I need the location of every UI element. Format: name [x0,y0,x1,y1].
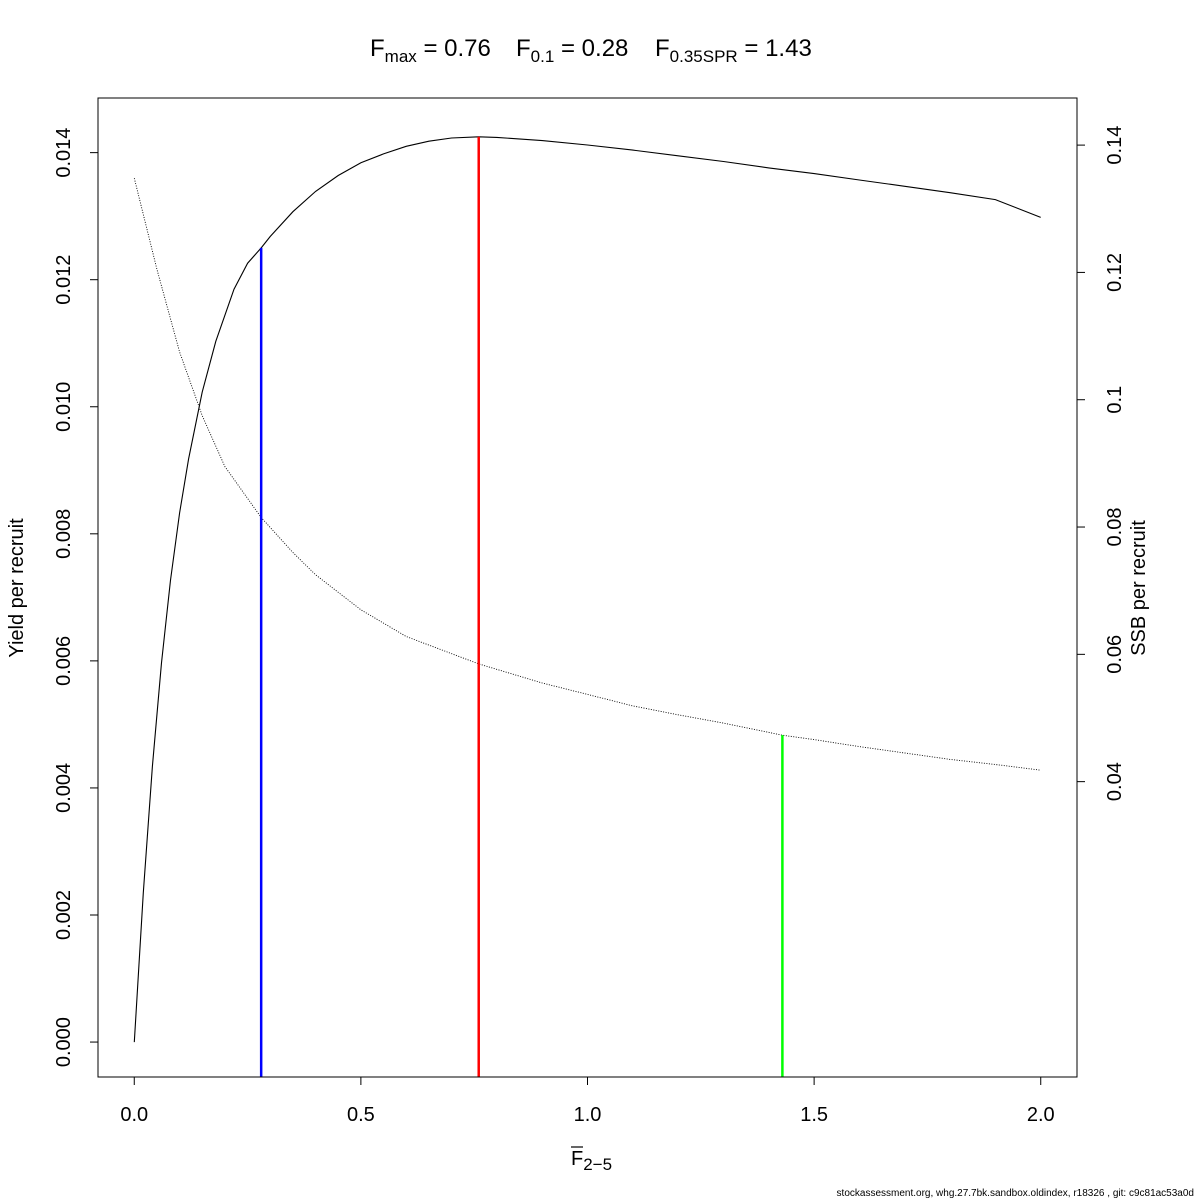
yield-per-recruit-line [133,136,1041,1043]
svg-text:F2−5: F2−5 [571,1148,612,1174]
y-tick-label: 0.012 [53,255,75,305]
y2-axis-title: SSB per recruit [1128,520,1150,656]
y-axis-right: 0.04 0.06 0.08 0.1 0.12 0.14 [1076,126,1126,801]
reference-lines [259,136,784,1077]
y2-tick-label: 0.14 [1104,126,1126,165]
title-f01-sub: 0.1 [531,47,555,66]
y2-tick-label: 0.1 [1104,386,1126,414]
y-tick-label: 0.002 [53,890,75,940]
title-fspr-sub: 0.35SPR [670,47,738,66]
series-layer [133,136,1041,1043]
ssb-per-recruit-line [133,178,1041,771]
title-fmax: Fmax = 0.76 [370,35,491,66]
x-tick-label: 0.0 [120,1104,148,1126]
x-tick-label: 1.5 [800,1104,828,1126]
y2-tick-label: 0.06 [1104,635,1126,674]
x-tick-label: 1.0 [574,1104,602,1126]
x-tick-label: 0.5 [347,1104,375,1126]
title-fspr-value: 1.43 [765,35,812,62]
footer-note: stockassessment.org, whg.27.7bk.sandbox.… [837,1188,1194,1199]
y-tick-label: 0.000 [53,1017,75,1067]
x-tick-label: 2.0 [1027,1104,1055,1126]
x-axis-title-main: F [571,1148,583,1170]
x-axis-title-sub: 2−5 [583,1155,612,1174]
y2-tick-label: 0.12 [1104,253,1126,292]
y-tick-label: 0.004 [53,763,75,813]
plot-frame [97,97,1078,1078]
title-f01-value: 0.28 [582,35,629,62]
x-axis-title: F2−5 [571,1146,612,1174]
y2-tick-label: 0.04 [1104,762,1126,801]
y-tick-label: 0.010 [53,382,75,432]
x-axis: 0.0 0.5 1.0 1.5 2.0 [120,1076,1055,1126]
y-tick-label: 0.008 [53,509,75,559]
y2-tick-label: 0.08 [1104,508,1126,547]
y-tick-label: 0.006 [53,636,75,686]
title-f01: F0.1 = 0.28 [516,35,628,66]
y-tick-label: 0.014 [53,128,75,178]
title-fspr: F0.35SPR = 1.43 [655,35,812,66]
chart-title: Fmax = 0.76 F0.1 = 0.28 F0.35SPR = 1.43 [370,35,812,66]
title-fmax-value: 0.76 [444,35,491,62]
y-axis-left: 0.000 0.002 0.004 0.006 0.008 0.010 0.012 0.014 [53,128,99,1067]
title-fmax-sub: max [385,47,418,66]
y-axis-title: Yield per recruit [6,518,28,658]
